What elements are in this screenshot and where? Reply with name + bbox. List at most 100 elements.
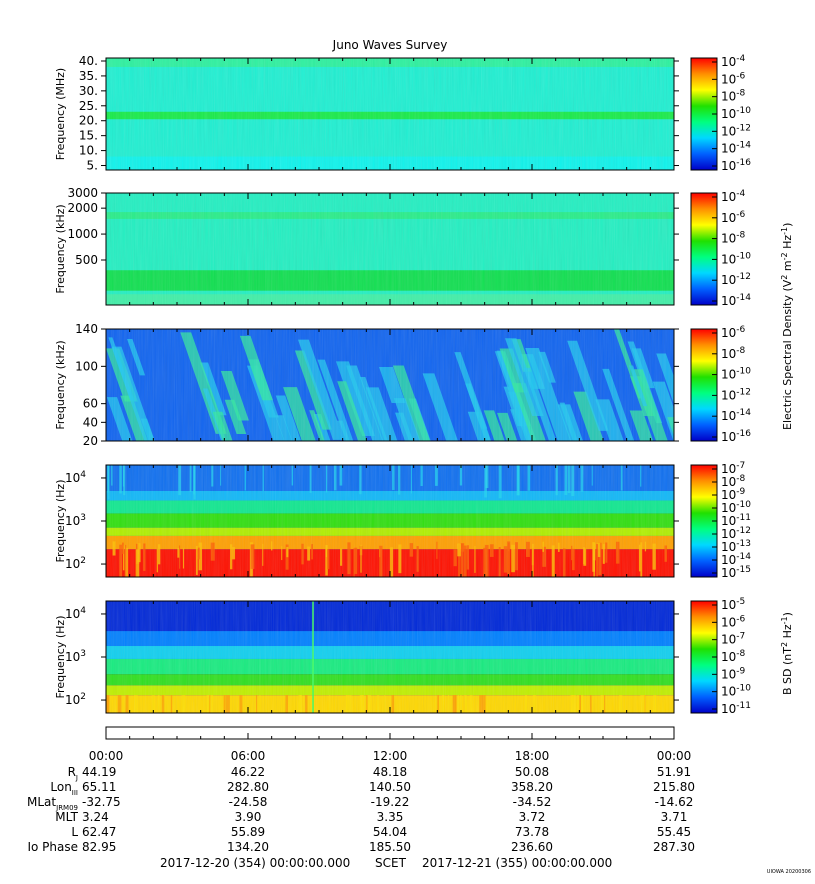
colorbar-tick-label: 10-8 [721, 346, 746, 361]
footer-start-time: 2017-12-20 (354) 00:00:00.000 [160, 856, 350, 870]
y-tick-label: 104 [65, 606, 86, 621]
colorbar-tick-label: 10-8 [721, 89, 746, 104]
y-axis-label: Frequency (MHz) [54, 68, 67, 160]
time-label: 00:00 [89, 749, 124, 763]
y-tick-label: 40. [79, 54, 98, 68]
colorbar-tick-label: 10-6 [721, 614, 746, 629]
ephemeris-value: 44.19 [82, 765, 116, 779]
ephemeris-row-label: MLatJRM09 [27, 795, 78, 812]
colorbar-tick-label: 10-12 [721, 387, 751, 402]
y-tick-label: 40 [83, 415, 98, 429]
y-tick-label: 2000 [67, 201, 98, 215]
y-tick-label: 102 [65, 692, 86, 707]
y-tick-label: 10. [79, 144, 98, 158]
colorbar-tick-label: 10-5 [721, 597, 745, 612]
ephemeris-value: 3.72 [519, 810, 546, 824]
ephemeris-row-label: RJ [68, 765, 78, 782]
ephemeris-value: 282.80 [227, 780, 269, 794]
colorbar-tick-label: 10-8 [721, 231, 746, 246]
colorbar-gradient [690, 328, 718, 442]
ephemeris-value: 236.60 [511, 840, 553, 854]
time-axis: 00:00 06:00 12:00 18:00 00:00 [89, 726, 691, 763]
spectrogram-panels: 40.35.30.25.20.15.10.5. Frequency (MHz) 30… [54, 54, 679, 714]
ephemeris-value: 185.50 [369, 840, 411, 854]
colorbar-5: 10-5 10-6 10-7 10-8 10-9 10-10 10-11 [690, 597, 751, 716]
ephemeris-value: -19.22 [371, 795, 410, 809]
colorbar-tick-label: 10-6 [721, 325, 746, 340]
y-tick-label: 1000 [67, 227, 98, 241]
y-tick-label: 140 [75, 322, 98, 336]
ephemeris-value: 51.91 [657, 765, 691, 779]
panel-3-texture [106, 329, 674, 441]
ephemeris-value: 48.18 [373, 765, 407, 779]
ephemeris-value: -32.75 [82, 795, 121, 809]
ephemeris-value: 140.50 [369, 780, 411, 794]
ephemeris-value: 358.20 [511, 780, 553, 794]
footer-end-time: 2017-12-21 (355) 00:00:00.000 [422, 856, 612, 870]
ephemeris-value: -14.62 [655, 795, 694, 809]
y-tick-label: 103 [65, 649, 86, 664]
colorbar-tick-label: 10-11 [721, 513, 751, 528]
ephemeris-value: 3.71 [661, 810, 688, 824]
colorbar-tick-label: 10-14 [721, 141, 751, 156]
ephemeris-value: 62.47 [82, 825, 116, 839]
y-tick-label: 3000 [67, 186, 98, 200]
y-tick-label: 104 [65, 470, 86, 485]
ephemeris-row-label: LonIII [50, 780, 78, 797]
y-tick-label: 35. [79, 69, 98, 83]
colorbar-tick-label: 10-12 [721, 123, 751, 138]
colorbar-2: 10-4 10-6 10-8 10-10 10-12 10-14 [690, 189, 751, 308]
colorbar-tick-label: 10-4 [721, 54, 746, 69]
ephemeris-value: 134.20 [227, 840, 269, 854]
colorbar-tick-label: 10-9 [721, 487, 746, 502]
y-tick-label: 102 [65, 556, 86, 571]
colorbar-tick-label: 10-4 [721, 189, 746, 204]
colorbar-title-electric: Electric Spectral Density (V2 m-2 Hz-1) [780, 223, 794, 430]
ephemeris-row-label: MLT [55, 810, 78, 824]
y-tick-label: 5. [87, 159, 98, 173]
colorbar-tick-label: 10-15 [721, 565, 751, 580]
colorbar-tick-label: 10-6 [721, 210, 746, 225]
panel-2-texture [106, 193, 674, 305]
ephemeris-value: 82.95 [82, 840, 116, 854]
y-tick-label: 30. [79, 84, 98, 98]
ephemeris-value: 73.78 [515, 825, 549, 839]
ephemeris-value: 65.11 [82, 780, 116, 794]
colorbar-tick-label: 10-10 [721, 367, 751, 382]
ephemeris-value: 50.08 [515, 765, 549, 779]
y-axis-label: Frequency (kHz) [54, 340, 67, 429]
y-tick-label: 100 [75, 359, 98, 373]
colorbar-tick-label: 10-10 [721, 500, 751, 515]
colorbar-tick-label: 10-7 [721, 632, 745, 647]
y-axis-label: Frequency (Hz) [54, 616, 67, 699]
y-tick-label: 15. [79, 129, 98, 143]
ephemeris-value: -24.58 [229, 795, 268, 809]
time-label: 06:00 [231, 749, 266, 763]
y-tick-label: 60 [83, 397, 98, 411]
colorbar-tick-label: 10-13 [721, 539, 751, 554]
time-label: 18:00 [515, 749, 550, 763]
ephemeris-value: 287.30 [653, 840, 695, 854]
ephemeris-row-label: L [71, 825, 78, 839]
colorbar-tick-label: 10-8 [721, 649, 746, 664]
colorbar-gradient [690, 192, 718, 306]
colorbar-3: 10-6 10-8 10-10 10-12 10-14 10-16 [690, 325, 751, 444]
colorbar-tick-label: 10-12 [721, 526, 751, 541]
ephemeris-value: -34.52 [513, 795, 552, 809]
colorbar-tick-label: 10-14 [721, 552, 751, 567]
y-tick-label: 25. [79, 99, 98, 113]
ephemeris-value: 3.35 [377, 810, 404, 824]
panel-4-texture [106, 465, 674, 577]
y-axis-label: Frequency (kHz) [54, 204, 67, 293]
ephemeris-row-label: Io Phase [27, 840, 78, 854]
panel-1-texture [106, 58, 674, 170]
y-tick-label: 500 [75, 253, 98, 267]
colorbar-tick-label: 10-11 [721, 701, 751, 716]
colorbar-tick-label: 10-7 [721, 461, 745, 476]
ephemeris-value: 3.24 [82, 810, 109, 824]
panel-5-texture [106, 601, 674, 713]
y-tick-label: 103 [65, 513, 86, 528]
